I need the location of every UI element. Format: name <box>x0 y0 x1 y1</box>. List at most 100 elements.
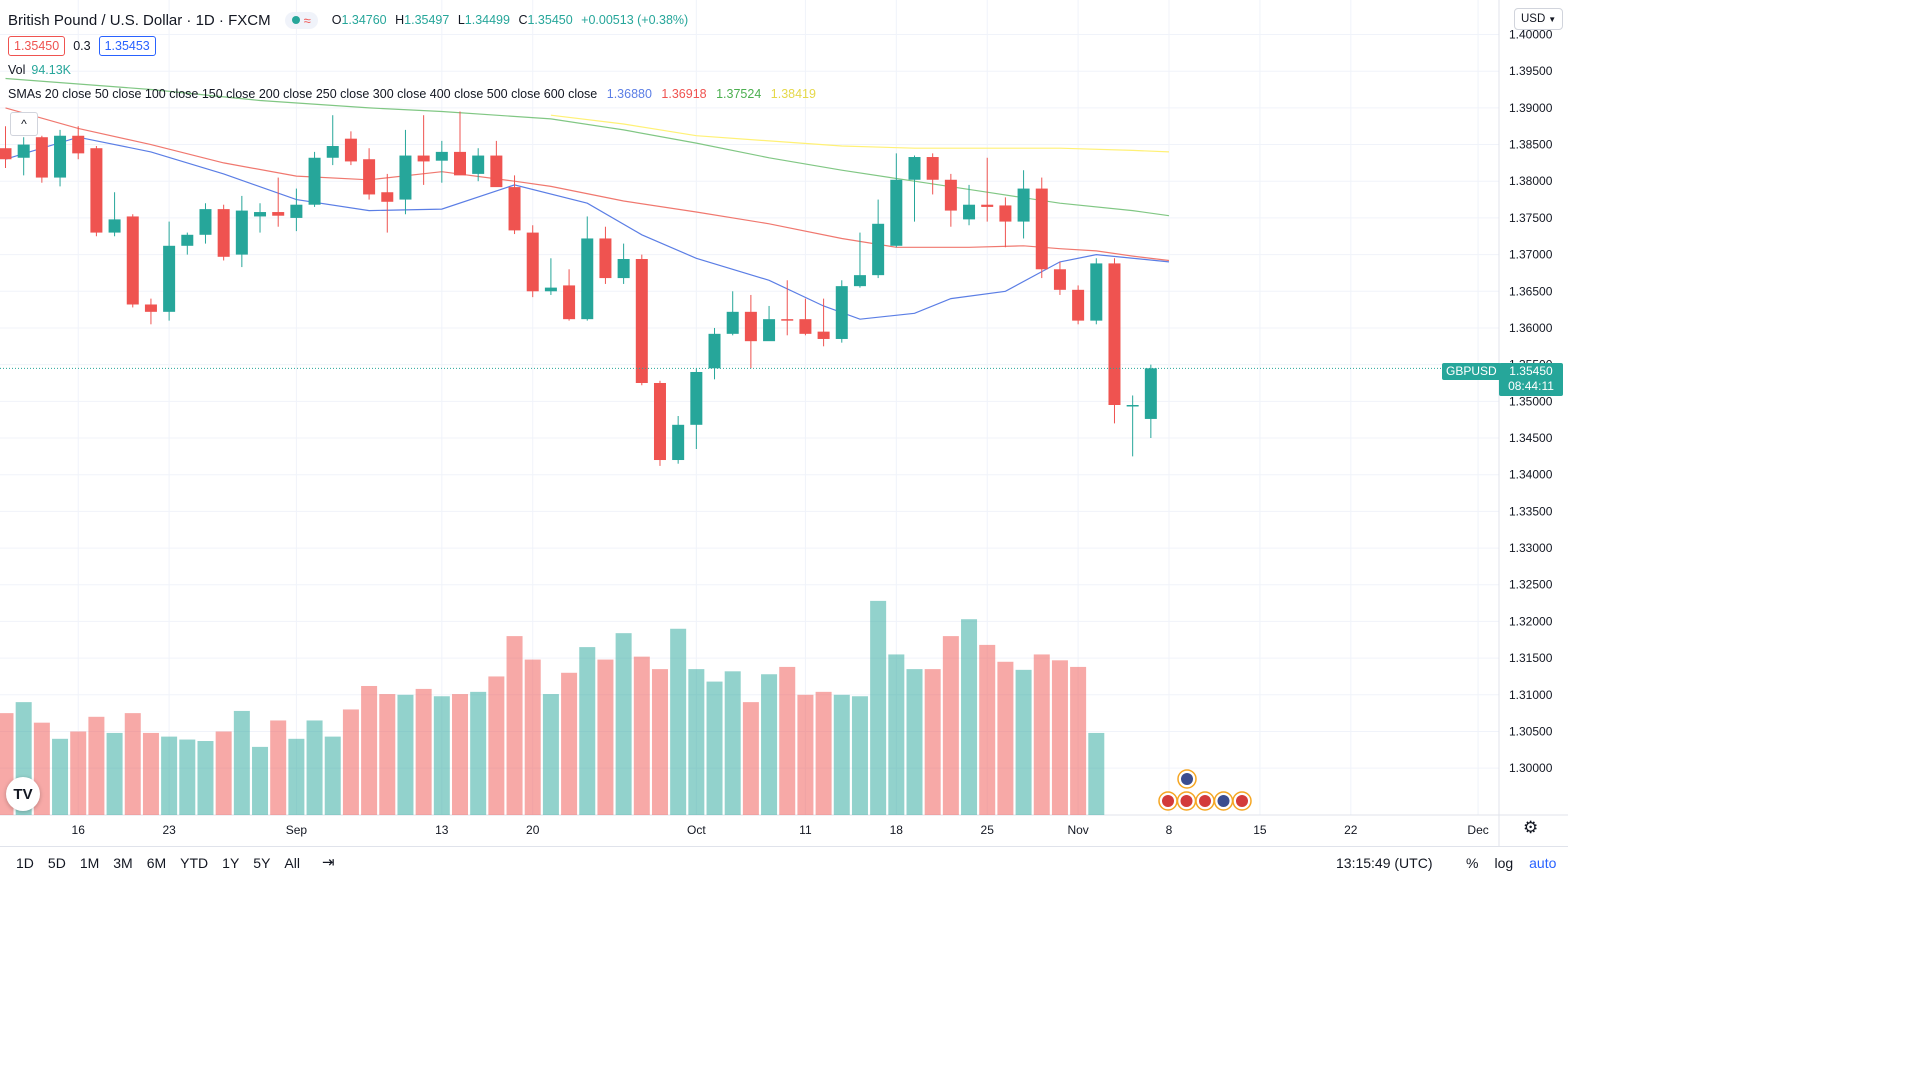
candle-body <box>872 223 885 276</box>
tradingview-logo-icon[interactable]: TV <box>6 777 40 811</box>
range-ytd[interactable]: YTD <box>180 855 209 871</box>
range-1y[interactable]: 1Y <box>222 855 240 871</box>
flag-icon <box>1217 795 1230 807</box>
range-all[interactable]: All <box>284 855 300 871</box>
volume-bar <box>542 694 559 815</box>
scale-controls: % log auto <box>1466 855 1556 871</box>
volume-bar <box>306 720 323 815</box>
x-tick-label: Dec <box>1467 823 1488 837</box>
candle-body <box>163 245 176 312</box>
low-value: 1.34499 <box>464 13 510 27</box>
collapse-legend-button[interactable]: ^ <box>10 112 38 136</box>
utc-clock[interactable]: 13:15:49 (UTC) <box>1336 855 1433 871</box>
range-selector: 1D 5D 1M 3M 6M YTD 1Y 5Y All <box>16 855 300 871</box>
volume-bar <box>270 720 287 815</box>
volume-bar <box>761 674 778 815</box>
volume-bar <box>1051 660 1068 815</box>
symbol-price-tag: GBPUSD <box>1442 363 1501 380</box>
sell-price-button[interactable]: 1.35450 <box>8 36 66 56</box>
candle-body <box>926 157 939 180</box>
candle-body <box>835 286 848 339</box>
spread-value: 0.3 <box>73 39 91 53</box>
candle-body <box>890 179 903 246</box>
candle-body <box>17 144 30 158</box>
x-tick-label: Oct <box>687 823 706 837</box>
sma20-value: 1.36880 <box>606 87 652 101</box>
volume-bar <box>161 736 178 815</box>
volume-bar <box>1033 654 1050 815</box>
flag-icon <box>1236 795 1248 807</box>
candle-body <box>817 331 830 339</box>
log-scale-button[interactable]: log <box>1494 855 1514 871</box>
volume-legend[interactable]: Vol 94.13K <box>8 63 72 77</box>
range-1m[interactable]: 1M <box>79 855 100 871</box>
y-tick-label: 1.30000 <box>1509 761 1553 775</box>
sma50-value: 1.36918 <box>661 87 707 101</box>
gear-icon[interactable]: ⚙ <box>1523 818 1539 837</box>
volume-bar <box>597 659 614 815</box>
range-3m[interactable]: 3M <box>113 855 133 871</box>
x-tick-label: 18 <box>890 823 904 837</box>
volume-bar <box>561 672 578 815</box>
volume-bar <box>415 688 432 815</box>
volume-bar <box>452 694 468 815</box>
high-value: 1.35497 <box>404 13 450 27</box>
candle-body <box>490 155 503 188</box>
volume-bar <box>433 696 450 815</box>
volume-bar <box>1015 669 1032 815</box>
candle-body <box>635 259 648 383</box>
volume-bar <box>924 669 941 815</box>
range-5y[interactable]: 5Y <box>253 855 271 871</box>
candle-body <box>963 204 976 220</box>
candle-body <box>308 157 321 205</box>
volume-bar <box>215 731 232 815</box>
range-1d[interactable]: 1D <box>16 855 34 871</box>
x-tick-label: 15 <box>1253 823 1267 837</box>
volume-bar <box>651 669 668 815</box>
sma-legend[interactable]: SMAs 20 close 50 close 100 close 150 clo… <box>8 87 816 101</box>
percent-scale-button[interactable]: % <box>1466 855 1479 871</box>
candle-body <box>744 311 757 342</box>
range-5d[interactable]: 5D <box>47 855 66 871</box>
buy-price-button[interactable]: 1.35453 <box>98 36 156 56</box>
currency-selector[interactable]: USD ▼ <box>1514 8 1564 30</box>
volume-bar <box>361 685 378 815</box>
volume-bar <box>179 739 196 815</box>
candle-body <box>1017 188 1030 222</box>
candle-body <box>581 238 594 320</box>
candle-body <box>981 204 994 207</box>
candle-body <box>399 155 412 200</box>
candle-body <box>908 157 921 180</box>
y-tick-label: 1.38000 <box>1509 174 1553 188</box>
auto-scale-button[interactable]: auto <box>1529 855 1557 871</box>
sma150-value: 1.38419 <box>770 87 816 101</box>
x-tick-label: 23 <box>162 823 176 837</box>
candle-body <box>1144 368 1157 419</box>
price-chart[interactable]: 1.40000 1.39500 1.39000 1.38500 1.38000 1.375… <box>0 0 1568 846</box>
range-6m[interactable]: 6M <box>146 855 167 871</box>
volume-bar <box>470 691 487 815</box>
volume-bar <box>52 738 69 815</box>
candle-body <box>72 135 85 154</box>
goto-date-icon[interactable]: ⇥ <box>322 854 335 871</box>
candle-body <box>108 219 121 233</box>
x-tick-label: Sep <box>286 823 308 837</box>
y-tick-label: 1.33000 <box>1509 541 1553 555</box>
symbol-title[interactable]: British Pound / U.S. Dollar · 1D · FXCM <box>8 11 271 29</box>
volume-bar <box>252 746 269 815</box>
volume-bar <box>797 694 814 815</box>
y-tick-label: 1.36000 <box>1509 321 1553 335</box>
volume-bar <box>524 659 541 815</box>
candle-body <box>144 304 157 312</box>
sma100-value: 1.37524 <box>716 87 762 101</box>
candle-body <box>708 333 721 369</box>
flag-icon <box>1199 795 1211 807</box>
candle-body <box>799 319 812 334</box>
x-tick-label: 11 <box>799 823 812 837</box>
market-status-toggle[interactable]: ≈ <box>284 11 318 29</box>
candle-body <box>763 319 776 342</box>
candle-body <box>344 138 357 162</box>
candle-body <box>944 179 957 211</box>
x-tick-label: 20 <box>526 823 540 837</box>
flag-icon <box>1180 795 1193 807</box>
